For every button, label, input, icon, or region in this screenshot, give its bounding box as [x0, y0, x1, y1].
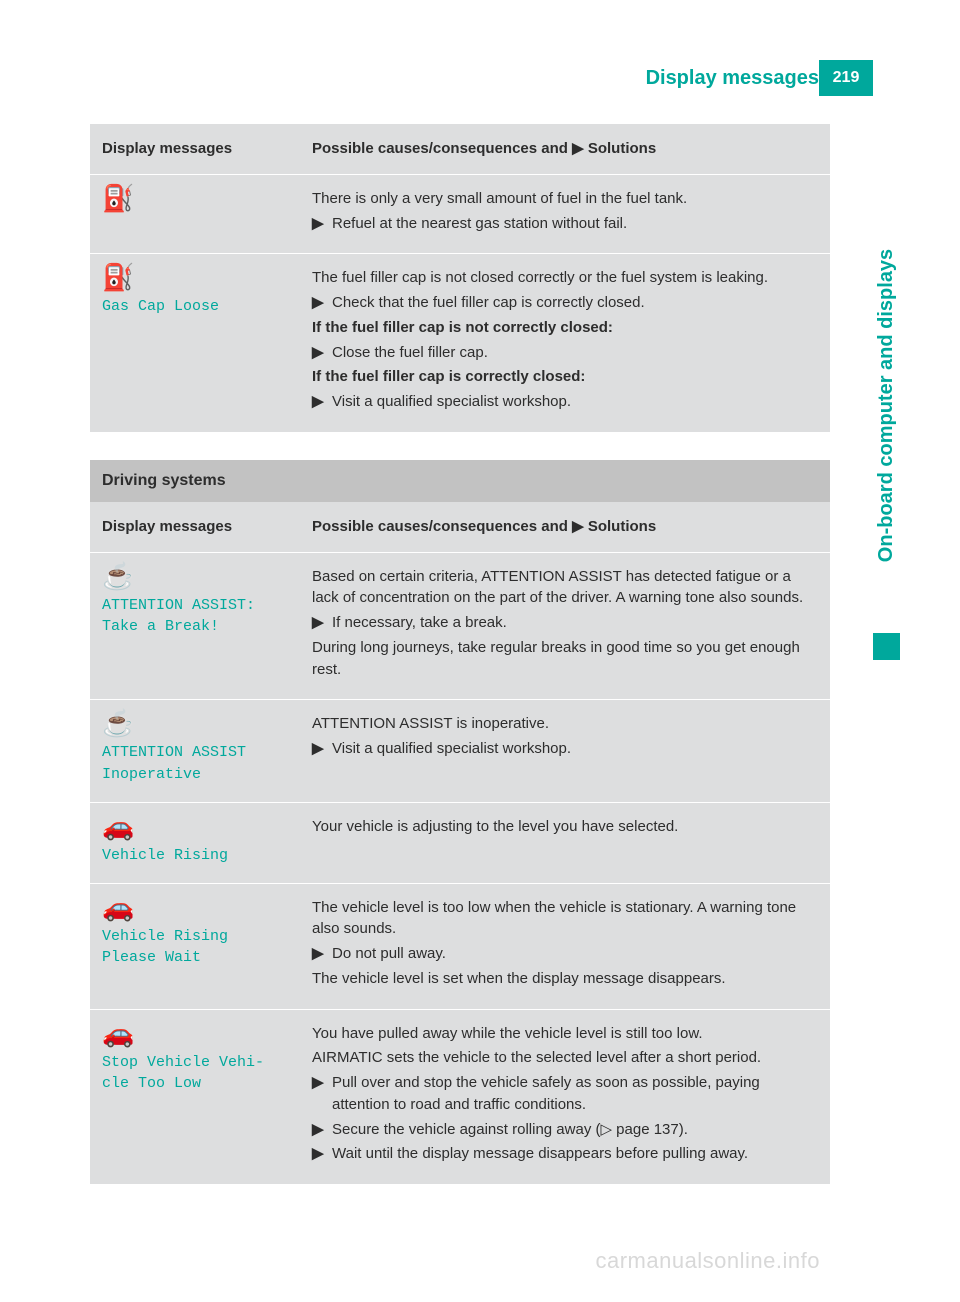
- bullet-mark-icon: ▶: [312, 292, 324, 314]
- action-bullet: ▶ Visit a qualified specialist workshop.: [312, 738, 818, 760]
- table-row: ☕ ATTENTION ASSIST Inoperative ATTENTION A…: [90, 700, 830, 803]
- message-code: Vehicle Rising Please Wait: [102, 926, 288, 970]
- message-cell: 🚗 Vehicle Rising Please Wait: [90, 883, 300, 1009]
- bullet-text: Wait until the display message disappear…: [332, 1143, 818, 1165]
- section-driving-systems: Driving systems: [90, 460, 830, 502]
- solution-cell: The vehicle level is too low when the ve…: [300, 883, 830, 1009]
- bullet-mark-icon: ▶: [312, 213, 324, 235]
- message-icon: ⛽: [102, 185, 134, 211]
- body-text: The fuel filler cap is not closed correc…: [312, 267, 818, 289]
- table-header-right: Possible causes/consequences and ▶ Solut…: [300, 124, 830, 174]
- body-text: AIRMATIC sets the vehicle to the selecte…: [312, 1047, 818, 1069]
- message-icon: 🚗: [102, 813, 134, 839]
- table-header-right: Possible causes/consequences and ▶ Solut…: [300, 502, 830, 552]
- watermark-text: carmanualsonline.info: [595, 1248, 820, 1274]
- action-bullet: ▶ Close the fuel filler cap.: [312, 342, 818, 364]
- bullet-mark-icon: ▶: [312, 943, 324, 965]
- action-bullet: ▶Pull over and stop the vehicle safely a…: [312, 1072, 818, 1116]
- body-text: During long journeys, take regular break…: [312, 637, 818, 681]
- solution-cell: ATTENTION ASSIST is inoperative. ▶ Visit a…: [300, 700, 830, 803]
- message-code: Vehicle Rising: [102, 845, 288, 867]
- bullet-mark-icon: ▶: [312, 342, 324, 364]
- action-bullet: ▶ Refuel at the nearest gas station witho…: [312, 213, 818, 235]
- body-text: The vehicle level is too low when the ve…: [312, 897, 818, 941]
- side-tab: On-board computer and displays: [873, 180, 900, 660]
- bullet-mark-icon: ▶: [312, 612, 324, 634]
- action-bullet: ▶ Wait until the display message disappea…: [312, 1143, 818, 1165]
- table-header-left: Display messages: [90, 124, 300, 174]
- page-title: Display messages: [646, 60, 819, 96]
- bullet-mark-icon: ▶: [312, 1072, 324, 1116]
- bullet-mark-icon: ▶: [312, 738, 324, 760]
- bullet-mark-icon: ▶: [312, 1143, 324, 1165]
- bullet-mark-icon: ▶: [312, 391, 324, 413]
- message-icon: ☕: [102, 563, 134, 589]
- bullet-mark-icon: ▶: [312, 1119, 324, 1141]
- solution-cell: The fuel filler cap is not closed correc…: [300, 254, 830, 432]
- bullet-text: Secure the vehicle against rolling away …: [332, 1119, 818, 1141]
- message-icon: 🚗: [102, 1020, 134, 1046]
- content-region: Display messages Possible causes/consequ…: [90, 124, 830, 1184]
- solution-cell: Based on certain criteria, ATTENTION ASS…: [300, 552, 830, 700]
- message-cell: 🚗 Vehicle Rising: [90, 802, 300, 883]
- body-text-bold: If the fuel filler cap is not correctly …: [312, 317, 818, 339]
- bullet-text: Refuel at the nearest gas station withou…: [332, 213, 818, 235]
- solution-cell: You have pulled away while the vehicle l…: [300, 1009, 830, 1184]
- message-cell: ⛽ Gas Cap Loose: [90, 254, 300, 432]
- message-icon: ☕: [102, 710, 134, 736]
- body-text: There is only a very small amount of fue…: [312, 188, 818, 210]
- table-row: 🚗 Vehicle Rising Please Wait The vehicle l…: [90, 883, 830, 1009]
- bullet-text: Do not pull away.: [332, 943, 818, 965]
- body-text-bold: If the fuel filler cap is correctly clos…: [312, 366, 818, 388]
- message-icon: ⛽: [102, 264, 134, 290]
- messages-table-1: Display messages Possible causes/consequ…: [90, 124, 830, 432]
- action-bullet: ▶ If necessary, take a break.: [312, 612, 818, 634]
- message-cell: ☕ ATTENTION ASSIST Inoperative: [90, 700, 300, 803]
- table-row: ⛽ Gas Cap Loose The fuel filler cap is not…: [90, 254, 830, 432]
- message-code: ATTENTION ASSIST: Take a Break!: [102, 595, 288, 639]
- body-text: Based on certain criteria, ATTENTION ASS…: [312, 566, 818, 610]
- table-row: ⛽ There is only a very small amount of fu…: [90, 174, 830, 254]
- table-row: 🚗 Vehicle Rising Your vehicle is adjusting…: [90, 802, 830, 883]
- bullet-text: Close the fuel filler cap.: [332, 342, 818, 364]
- body-text: Your vehicle is adjusting to the level y…: [312, 816, 818, 838]
- body-subtext: The vehicle level is set when the displa…: [312, 968, 818, 990]
- bullet-text: Check that the fuel filler cap is correc…: [332, 292, 818, 314]
- messages-table-2: Display messages Possible causes/consequ…: [90, 502, 830, 1184]
- message-code: Stop Vehicle Vehi‐ cle Too Low: [102, 1052, 288, 1096]
- message-icon: 🚗: [102, 894, 134, 920]
- body-text: You have pulled away while the vehicle l…: [312, 1023, 818, 1045]
- action-bullet: ▶ Visit a qualified specialist workshop.: [312, 391, 818, 413]
- message-code: ATTENTION ASSIST Inoperative: [102, 742, 288, 786]
- bullet-text: Visit a qualified specialist workshop.: [332, 391, 818, 413]
- body-text: ATTENTION ASSIST is inoperative.: [312, 713, 818, 735]
- side-tab-label: On-board computer and displays: [873, 180, 900, 630]
- bullet-text: Pull over and stop the vehicle safely as…: [332, 1072, 818, 1116]
- page-header: Display messages 219: [90, 60, 873, 96]
- solution-cell: There is only a very small amount of fue…: [300, 174, 830, 254]
- side-tab-marker: [873, 633, 900, 660]
- action-bullet: ▶ Secure the vehicle against rolling away…: [312, 1119, 818, 1141]
- table-row: 🚗 Stop Vehicle Vehi‐ cle Too Low You have …: [90, 1009, 830, 1184]
- table-row: ☕ ATTENTION ASSIST: Take a Break! Based on…: [90, 552, 830, 700]
- page-number: 219: [819, 60, 873, 96]
- message-cell: ⛽: [90, 174, 300, 254]
- solution-cell: Your vehicle is adjusting to the level y…: [300, 802, 830, 883]
- action-bullet: ▶ Check that the fuel filler cap is corre…: [312, 292, 818, 314]
- bullet-text: If necessary, take a break.: [332, 612, 818, 634]
- action-bullet: ▶ Do not pull away.: [312, 943, 818, 965]
- table-header-left: Display messages: [90, 502, 300, 552]
- message-cell: 🚗 Stop Vehicle Vehi‐ cle Too Low: [90, 1009, 300, 1184]
- message-code: Gas Cap Loose: [102, 296, 288, 318]
- bullet-text: Visit a qualified specialist workshop.: [332, 738, 818, 760]
- message-cell: ☕ ATTENTION ASSIST: Take a Break!: [90, 552, 300, 700]
